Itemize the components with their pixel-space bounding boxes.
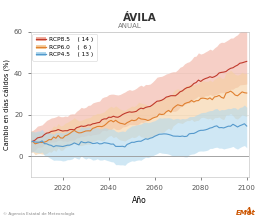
Y-axis label: Cambio en días cálidos (%): Cambio en días cálidos (%)	[4, 59, 11, 150]
Text: ANUAL: ANUAL	[118, 23, 142, 29]
Text: A: A	[245, 207, 252, 216]
Title: ÁVILA: ÁVILA	[123, 13, 157, 23]
Legend: RCP8.5    ( 14 ), RCP6.0    (  6 ), RCP4.5    ( 13 ): RCP8.5 ( 14 ), RCP6.0 ( 6 ), RCP4.5 ( 13…	[32, 34, 97, 61]
Text: EMet: EMet	[236, 210, 256, 216]
X-axis label: Año: Año	[132, 196, 147, 205]
Text: © Agencia Estatal de Meteorología: © Agencia Estatal de Meteorología	[3, 212, 74, 216]
